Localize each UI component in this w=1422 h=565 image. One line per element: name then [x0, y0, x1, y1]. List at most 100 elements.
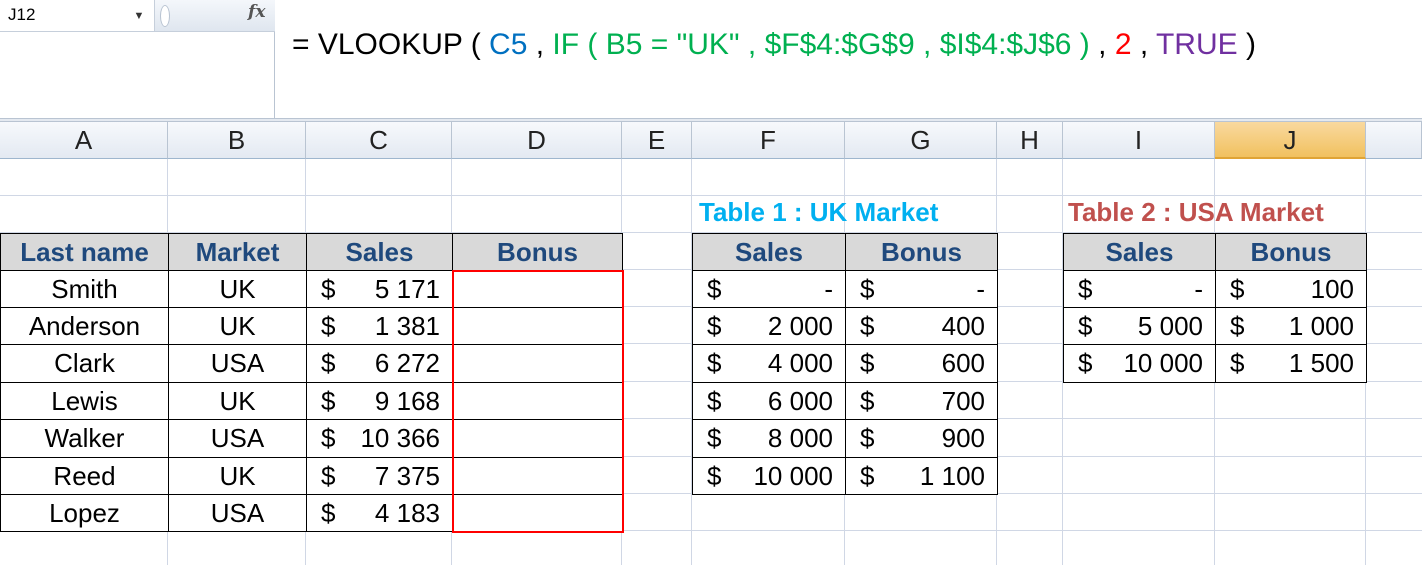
column-header-f[interactable]: F: [692, 122, 845, 159]
currency-symbol: $: [707, 311, 722, 341]
amount-value: -: [976, 274, 985, 304]
amount-value: 5 000: [1137, 311, 1203, 341]
currency-symbol: $: [321, 274, 336, 304]
market-cell[interactable]: UK: [168, 307, 307, 345]
bonus-cell[interactable]: [452, 457, 623, 495]
column-header-a[interactable]: A: [0, 122, 168, 159]
uk-sales-cell[interactable]: $4 000: [692, 344, 846, 383]
uk-bonus-cell[interactable]: $700: [845, 382, 998, 420]
formula-bar-controls: [155, 0, 275, 32]
formula-input[interactable]: = VLOOKUP ( C5 , IF ( B5 = "UK" , $F$4:$…: [276, 0, 1422, 118]
fx-label: fx: [248, 2, 266, 22]
column-header-i[interactable]: I: [1063, 122, 1215, 159]
last-name-cell[interactable]: Lewis: [0, 382, 169, 420]
uk-sales-cell[interactable]: $6 000: [692, 382, 846, 420]
uk-bonus-cell[interactable]: $1 100: [845, 457, 998, 495]
column-header-e[interactable]: E: [622, 122, 692, 159]
amount-value: 7 375: [374, 461, 440, 491]
uk-header-bonus[interactable]: Bonus: [845, 233, 998, 271]
name-box[interactable]: J12: [0, 0, 155, 32]
market-cell[interactable]: USA: [168, 344, 307, 383]
formula-part: IF ( B5 = "UK" , $F$4:$G$9 , $I$4:$J$6 ): [552, 28, 1090, 61]
column-header-g[interactable]: G: [845, 122, 997, 159]
uk-bonus-cell[interactable]: $600: [845, 344, 998, 383]
uk-sales-cell[interactable]: $10 000: [692, 457, 846, 495]
currency-symbol: $: [860, 386, 875, 416]
currency-symbol: $: [707, 423, 722, 453]
last-name-cell[interactable]: Anderson: [0, 307, 169, 345]
currency-symbol: $: [1078, 274, 1093, 304]
usa-bonus-cell[interactable]: $1 500: [1215, 344, 1367, 383]
last-name-cell[interactable]: Smith: [0, 270, 169, 308]
currency-symbol: $: [707, 348, 722, 378]
gridline-vertical: [691, 159, 692, 565]
amount-value: 8 000: [767, 423, 833, 453]
column-header-c[interactable]: C: [306, 122, 452, 159]
currency-symbol: $: [321, 311, 336, 341]
uk-bonus-cell[interactable]: $ -: [845, 270, 998, 308]
sales-cell[interactable]: $10 366: [306, 419, 453, 458]
amount-value: -: [1194, 274, 1203, 304]
chevron-down-icon[interactable]: ▼: [133, 10, 145, 22]
usa-sales-cell[interactable]: $10 000: [1063, 344, 1216, 383]
main-header-bonus[interactable]: Bonus: [452, 233, 623, 271]
currency-symbol: $: [860, 461, 875, 491]
sales-cell[interactable]: $7 375: [306, 457, 453, 495]
currency-symbol: $: [707, 386, 722, 416]
uk-sales-cell[interactable]: $8 000: [692, 419, 846, 458]
uk-bonus-cell[interactable]: $900: [845, 419, 998, 458]
uk-sales-cell[interactable]: $ -: [692, 270, 846, 308]
uk-bonus-cell[interactable]: $400: [845, 307, 998, 345]
market-cell[interactable]: UK: [168, 270, 307, 308]
usa-sales-cell[interactable]: $ -: [1063, 270, 1216, 308]
market-cell[interactable]: USA: [168, 494, 307, 532]
market-cell[interactable]: UK: [168, 457, 307, 495]
column-header-j[interactable]: J: [1215, 122, 1366, 159]
column-header-b[interactable]: B: [168, 122, 306, 159]
currency-symbol: $: [1230, 274, 1245, 304]
usa-bonus-cell[interactable]: $100: [1215, 270, 1367, 308]
amount-value: 4 183: [374, 498, 440, 528]
bonus-selection-highlight: [452, 270, 624, 533]
usa-sales-cell[interactable]: $5 000: [1063, 307, 1216, 345]
usa-header-sales[interactable]: Sales: [1063, 233, 1216, 271]
sales-cell[interactable]: $1 381: [306, 307, 453, 345]
column-header-d[interactable]: D: [452, 122, 622, 159]
currency-symbol: $: [707, 274, 722, 304]
usa-header-bonus[interactable]: Bonus: [1215, 233, 1367, 271]
last-name-cell[interactable]: Clark: [0, 344, 169, 383]
market-cell[interactable]: USA: [168, 419, 307, 458]
amount-value: 900: [941, 423, 985, 453]
amount-value: 6 000: [767, 386, 833, 416]
sales-cell[interactable]: $5 171: [306, 270, 453, 308]
uk-header-sales[interactable]: Sales: [692, 233, 846, 271]
last-name-cell[interactable]: Lopez: [0, 494, 169, 532]
amount-value: 1 000: [1288, 311, 1354, 341]
bonus-cell[interactable]: [452, 344, 623, 383]
uk-sales-cell[interactable]: $2 000: [692, 307, 846, 345]
amount-value: 700: [941, 386, 985, 416]
amount-value: 600: [941, 348, 985, 378]
main-header-market[interactable]: Market: [168, 233, 307, 271]
bonus-cell[interactable]: [452, 382, 623, 420]
last-name-cell[interactable]: Walker: [0, 419, 169, 458]
currency-symbol: $: [860, 423, 875, 453]
amount-value: 400: [941, 311, 985, 341]
insert-function-icon[interactable]: fx: [248, 2, 270, 26]
usa-bonus-cell[interactable]: $1 000: [1215, 307, 1367, 345]
main-header-last-name[interactable]: Last name: [0, 233, 169, 271]
name-box-value: J12: [8, 5, 36, 24]
resize-grip-icon[interactable]: [160, 5, 170, 27]
sales-cell[interactable]: $4 183: [306, 494, 453, 532]
main-header-sales[interactable]: Sales: [306, 233, 453, 271]
amount-value: 9 168: [374, 386, 440, 416]
column-header-h[interactable]: H: [997, 122, 1063, 159]
sales-cell[interactable]: $6 272: [306, 344, 453, 383]
formula-part: C5: [489, 28, 528, 61]
amount-value: 2 000: [767, 311, 833, 341]
last-name-cell[interactable]: Reed: [0, 457, 169, 495]
sales-cell[interactable]: $9 168: [306, 382, 453, 420]
market-cell[interactable]: UK: [168, 382, 307, 420]
currency-symbol: $: [321, 423, 336, 453]
formula-part: TRUE: [1155, 28, 1238, 61]
